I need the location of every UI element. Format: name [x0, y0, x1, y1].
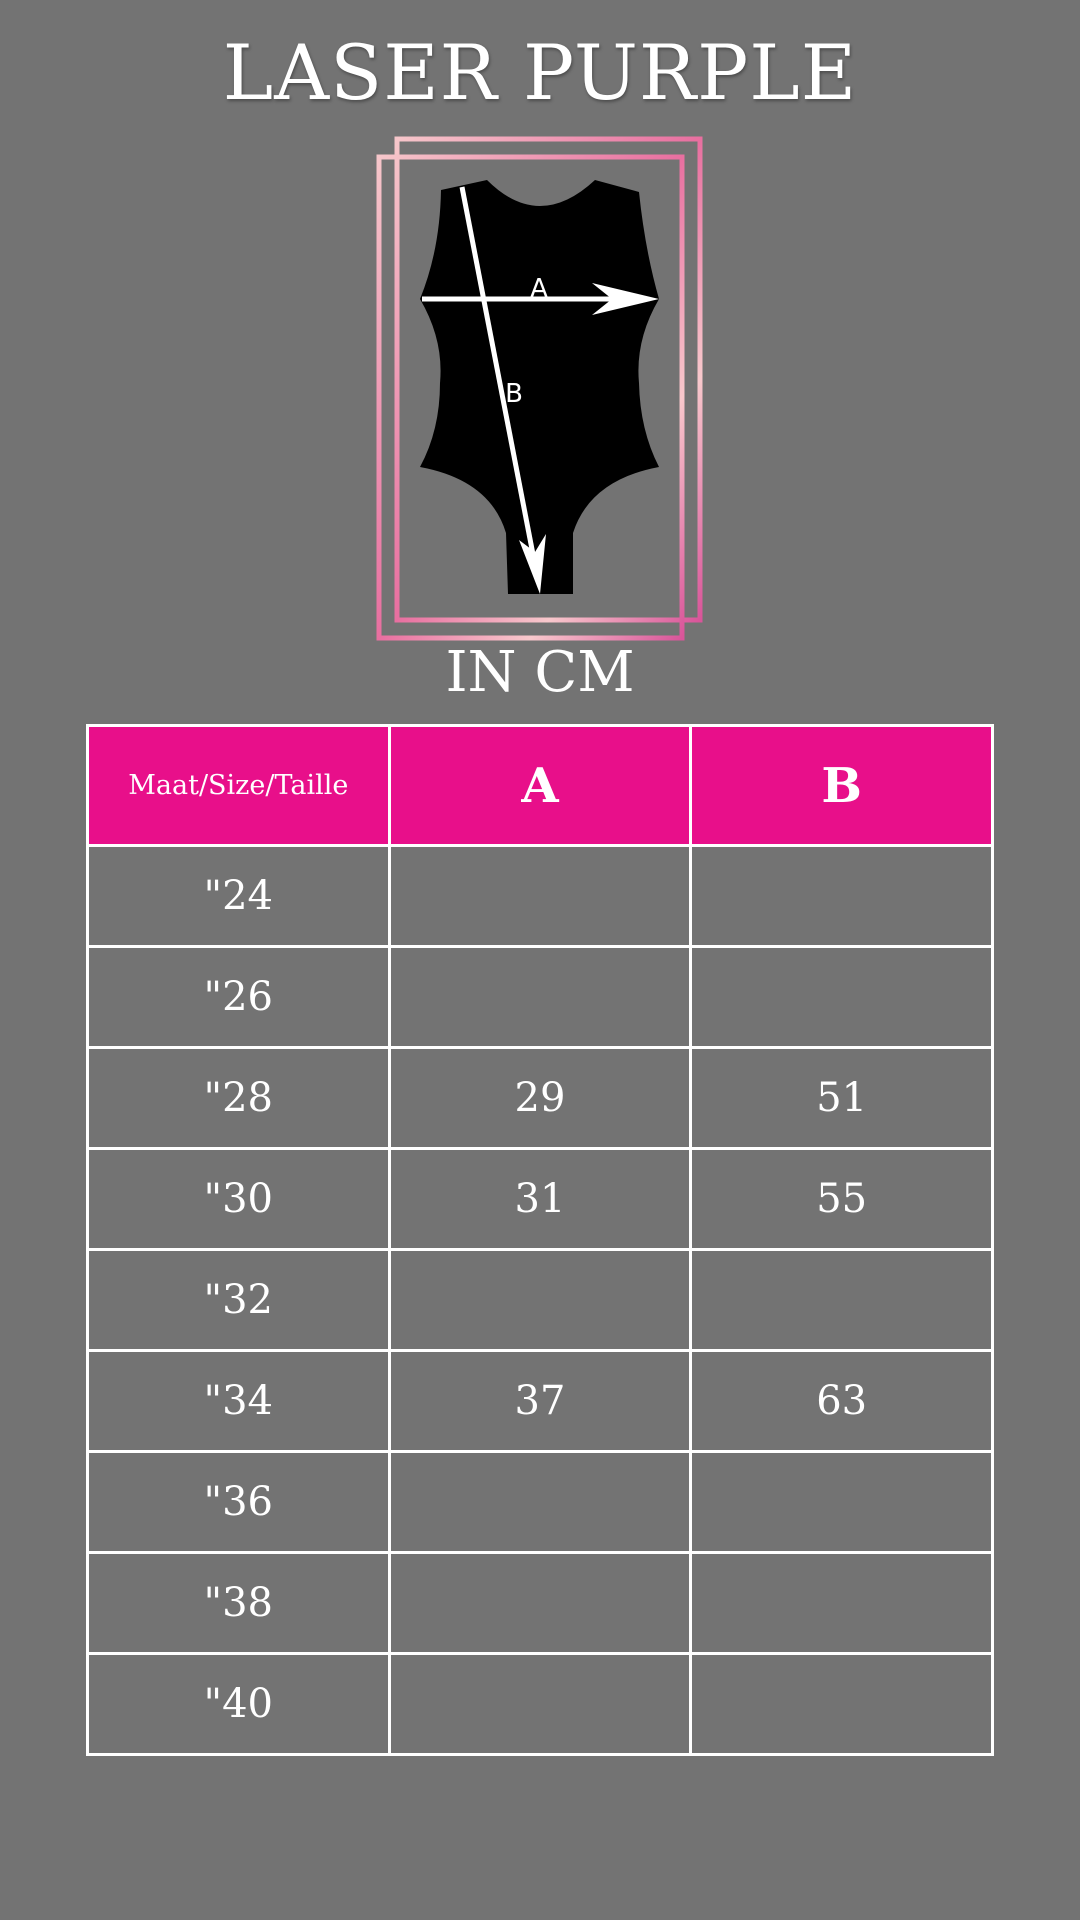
- cell-a: [387, 1450, 693, 1554]
- table-row: "26: [86, 945, 994, 1049]
- table-row: "24: [86, 844, 994, 948]
- table-row: "34 37 63: [86, 1349, 994, 1453]
- measurement-diagram: A B: [376, 136, 703, 641]
- page-title: LASER PURPLE: [222, 28, 858, 117]
- cell-a: 31: [387, 1147, 693, 1251]
- cell-size: "32: [86, 1248, 391, 1352]
- table-row: "28 29 51: [86, 1046, 994, 1150]
- frame-back: [394, 136, 703, 623]
- cell-size: "26: [86, 945, 391, 1049]
- cell-b: [689, 1248, 994, 1352]
- table-header-row: Maat/Size/Taille A B: [86, 724, 994, 847]
- header-a: A: [387, 724, 693, 847]
- label-a: A: [530, 274, 548, 304]
- cell-size: "30: [86, 1147, 391, 1251]
- cell-a: [387, 1248, 693, 1352]
- cell-b: [689, 1551, 994, 1655]
- cell-a: 29: [387, 1046, 693, 1150]
- table-row: "40: [86, 1652, 994, 1756]
- table-row: "32: [86, 1248, 994, 1352]
- cell-a: [387, 1551, 693, 1655]
- cell-size: "34: [86, 1349, 391, 1453]
- cell-b: 55: [689, 1147, 994, 1251]
- cell-a: [387, 844, 693, 948]
- table-row: "38: [86, 1551, 994, 1655]
- cell-b: 51: [689, 1046, 994, 1150]
- cell-a: 37: [387, 1349, 693, 1453]
- cell-size: "38: [86, 1551, 391, 1655]
- label-b: B: [505, 379, 523, 409]
- bodysuit-silhouette: [420, 180, 659, 594]
- table-row: "30 31 55: [86, 1147, 994, 1251]
- frame-front: [376, 154, 685, 641]
- cell-b: [689, 1652, 994, 1756]
- cell-b: [689, 945, 994, 1049]
- cell-size: "28: [86, 1046, 391, 1150]
- cell-b: 63: [689, 1349, 994, 1453]
- cell-a: [387, 1652, 693, 1756]
- size-table: Maat/Size/Taille A B "24 "26 "28 29 51 "30 31 5…: [86, 724, 994, 1756]
- cell-b: [689, 1450, 994, 1554]
- unit-label: IN CM: [445, 640, 635, 705]
- cell-size: "36: [86, 1450, 391, 1554]
- header-size: Maat/Size/Taille: [86, 724, 391, 847]
- cell-size: "40: [86, 1652, 391, 1756]
- arrow-a: [422, 283, 659, 315]
- arrow-b: [459, 186, 546, 594]
- cell-b: [689, 844, 994, 948]
- header-b: B: [689, 724, 994, 847]
- cell-size: "24: [86, 844, 391, 948]
- cell-a: [387, 945, 693, 1049]
- table-row: "36: [86, 1450, 994, 1554]
